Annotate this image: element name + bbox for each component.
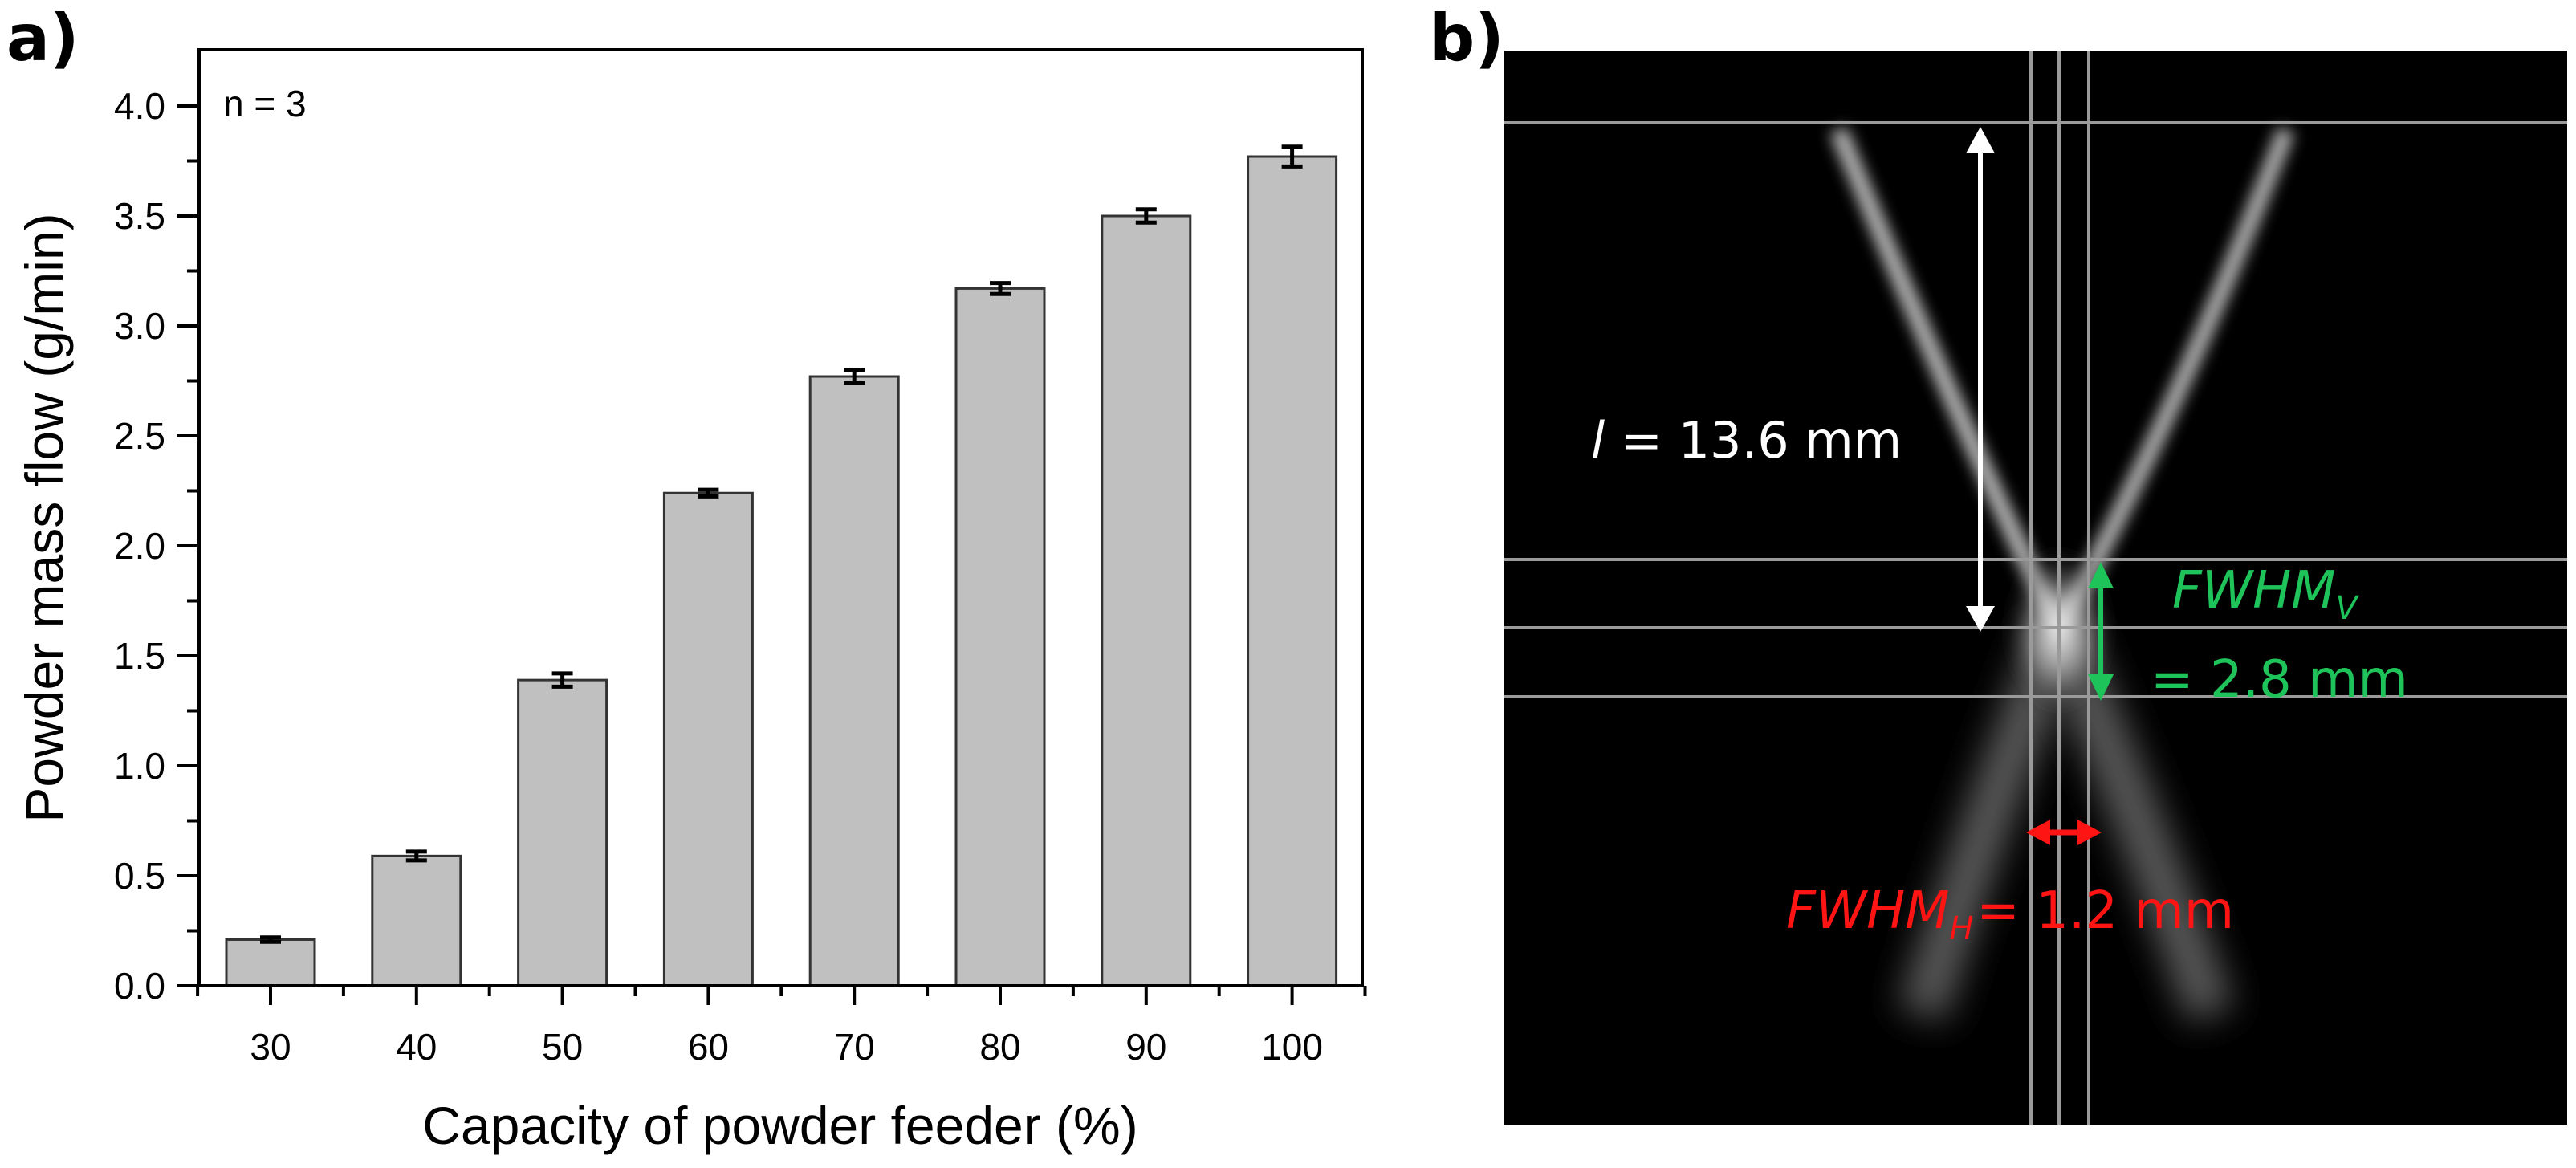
bar (1101, 214, 1192, 987)
y-tick-label: 2.0 (114, 525, 165, 567)
bar (954, 287, 1046, 987)
y-axis-label: Powder mass flow (g/min) (14, 213, 74, 822)
right-powder-stream (2051, 127, 2295, 635)
error-bar (1135, 207, 1157, 225)
error-bar (1281, 144, 1303, 169)
bar (225, 938, 316, 987)
powder-stream-graphic (1504, 51, 2567, 1125)
x-axis-label: Capacity of powder feeder (%) (422, 1096, 1137, 1155)
y-tick-label: 1.0 (114, 745, 165, 787)
error-bar (698, 487, 719, 499)
error-bar (551, 671, 573, 689)
x-tick-label: 50 (542, 1026, 583, 1068)
fwhm-horizontal-label: FWHMH= 1.2 mm (1786, 885, 2234, 946)
fwhm-vertical-value: = 2.8 mm (2151, 650, 2408, 710)
bar (662, 491, 754, 987)
stream-length-label: l = 13.6 mm (1591, 416, 1902, 466)
bars (225, 144, 1338, 987)
x-tick-label: 80 (979, 1026, 1020, 1068)
x-tick-label: 60 (688, 1026, 729, 1068)
fwhm-h-subscript: H (1949, 910, 1974, 947)
y-tick-label: 0.5 (114, 855, 165, 897)
fwhm-horizontal-arrow (2026, 820, 2102, 845)
powder-stream-image: l = 13.6 mm FWHMV = 2.8 mm FWHMH= 1.2 mm (1504, 51, 2567, 1125)
y-tick-label: 4.0 (114, 85, 165, 127)
x-tick-label: 90 (1125, 1026, 1166, 1068)
bar (517, 678, 608, 987)
length-arrow (1966, 127, 1995, 632)
y-tick-label: 3.0 (114, 305, 165, 347)
fwhm-vertical-label: FWHMV (2172, 565, 2358, 625)
sample-size-annotation: n = 3 (223, 83, 307, 124)
error-bar (260, 935, 281, 944)
error-bar (844, 368, 865, 385)
fwhm-v-subscript: V (2335, 589, 2358, 627)
x-tick-label: 100 (1261, 1026, 1323, 1068)
axes: 0.0 0.5 1.0 1.5 2.0 2.5 3.0 3.5 4.0 30 40 50 60 70 80 9… (114, 48, 1367, 1068)
x-tick-label: 30 (250, 1026, 291, 1068)
x-tick-label: 40 (396, 1026, 437, 1068)
fwhm-h-text: FWHM (1786, 881, 1950, 941)
left-powder-stream (1829, 126, 2067, 634)
error-bar (990, 281, 1011, 296)
bar (808, 375, 900, 987)
y-tick-label: 3.5 (114, 195, 165, 237)
y-tick-label: 0.0 (114, 965, 165, 1007)
y-tick-label: 2.5 (114, 415, 165, 457)
x-tick-label: 70 (834, 1026, 875, 1068)
fwhm-v-text: FWHM (2172, 561, 2336, 621)
panel-a-label: a) (6, 1, 79, 75)
bar (371, 854, 462, 987)
panel-b-label: b) (1429, 1, 1504, 75)
fwhm-h-value: = 1.2 mm (1976, 881, 2235, 941)
length-value: = 13.6 mm (1605, 411, 1902, 470)
fwhm-vertical-arrow (2088, 562, 2114, 701)
length-symbol: l (1591, 411, 1605, 470)
error-bar (405, 849, 427, 863)
y-tick-label: 1.5 (114, 635, 165, 677)
bar (1247, 155, 1338, 987)
bar-chart: 0.0 0.5 1.0 1.5 2.0 2.5 3.0 3.5 4.0 30 40 50 60 70 80 9… (14, 48, 1367, 1155)
